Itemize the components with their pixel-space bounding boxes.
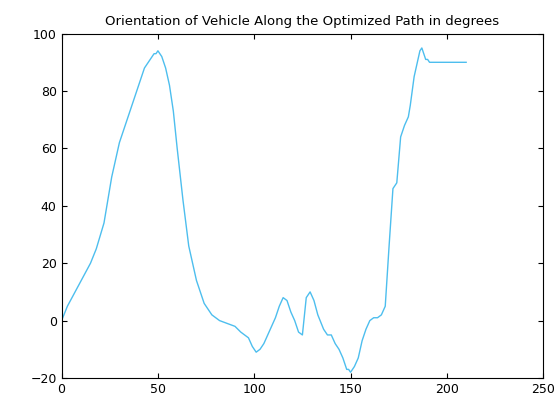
Title: Orientation of Vehicle Along the Optimized Path in degrees: Orientation of Vehicle Along the Optimiz… [105,15,500,28]
